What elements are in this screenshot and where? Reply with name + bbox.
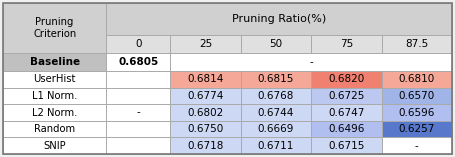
Bar	[3, 3, 106, 53]
Bar	[382, 35, 452, 53]
Bar	[311, 35, 382, 53]
Text: 0.6718: 0.6718	[187, 141, 223, 151]
Bar	[106, 88, 170, 104]
Text: 50: 50	[269, 39, 283, 49]
Bar	[241, 104, 311, 121]
Text: 0.6570: 0.6570	[399, 91, 435, 101]
Text: SNIP: SNIP	[43, 141, 66, 151]
Text: 0.6496: 0.6496	[328, 124, 364, 134]
Bar	[170, 53, 452, 71]
Bar	[170, 104, 241, 121]
Text: 0.6596: 0.6596	[399, 108, 435, 118]
Bar	[3, 71, 106, 88]
Bar	[170, 121, 241, 137]
Bar	[382, 71, 452, 88]
Text: 0.6725: 0.6725	[328, 91, 364, 101]
Bar	[106, 3, 452, 35]
Text: Pruning
Criterion: Pruning Criterion	[33, 17, 76, 39]
Bar	[241, 137, 311, 154]
Text: 0.6750: 0.6750	[187, 124, 223, 134]
Bar	[106, 121, 170, 137]
Text: -: -	[415, 141, 419, 151]
Text: 75: 75	[340, 39, 353, 49]
Text: Pruning Ratio(%): Pruning Ratio(%)	[232, 14, 326, 24]
Bar	[311, 137, 382, 154]
Text: 0.6820: 0.6820	[328, 74, 364, 84]
Bar	[241, 71, 311, 88]
Bar	[241, 121, 311, 137]
Text: 0.6715: 0.6715	[328, 141, 364, 151]
Text: L2 Norm.: L2 Norm.	[32, 108, 77, 118]
Text: 0.6711: 0.6711	[258, 141, 294, 151]
Bar	[170, 137, 241, 154]
Text: 0.6802: 0.6802	[187, 108, 223, 118]
Bar	[241, 88, 311, 104]
Text: 0: 0	[135, 39, 142, 49]
Text: Baseline: Baseline	[30, 57, 80, 67]
Bar	[3, 53, 106, 71]
Bar	[3, 88, 106, 104]
Bar	[311, 71, 382, 88]
Bar	[170, 71, 241, 88]
Bar	[106, 71, 170, 88]
Bar	[170, 88, 241, 104]
Text: 0.6815: 0.6815	[258, 74, 294, 84]
Text: 0.6744: 0.6744	[258, 108, 294, 118]
Bar	[311, 121, 382, 137]
Bar	[3, 104, 106, 121]
Bar	[311, 88, 382, 104]
Bar	[170, 35, 241, 53]
Text: 0.6810: 0.6810	[399, 74, 435, 84]
Text: Random: Random	[34, 124, 75, 134]
Text: 0.6257: 0.6257	[399, 124, 435, 134]
Bar	[382, 137, 452, 154]
Bar	[106, 104, 170, 121]
Bar	[382, 88, 452, 104]
Text: 0.6747: 0.6747	[328, 108, 364, 118]
Bar	[106, 53, 170, 71]
Bar	[382, 104, 452, 121]
Bar	[3, 121, 106, 137]
Bar	[3, 137, 106, 154]
Text: 0.6814: 0.6814	[187, 74, 223, 84]
Text: L1 Norm.: L1 Norm.	[32, 91, 77, 101]
Bar	[311, 104, 382, 121]
Text: 0.6774: 0.6774	[187, 91, 223, 101]
Text: UserHist: UserHist	[34, 74, 76, 84]
Bar	[106, 137, 170, 154]
Text: 0.6669: 0.6669	[258, 124, 294, 134]
Text: -: -	[136, 108, 140, 118]
Text: 0.6768: 0.6768	[258, 91, 294, 101]
Text: -: -	[309, 57, 313, 67]
Bar	[106, 35, 170, 53]
Bar	[241, 35, 311, 53]
Text: 25: 25	[199, 39, 212, 49]
Text: 87.5: 87.5	[405, 39, 429, 49]
Bar	[382, 121, 452, 137]
Text: 0.6805: 0.6805	[118, 57, 158, 67]
